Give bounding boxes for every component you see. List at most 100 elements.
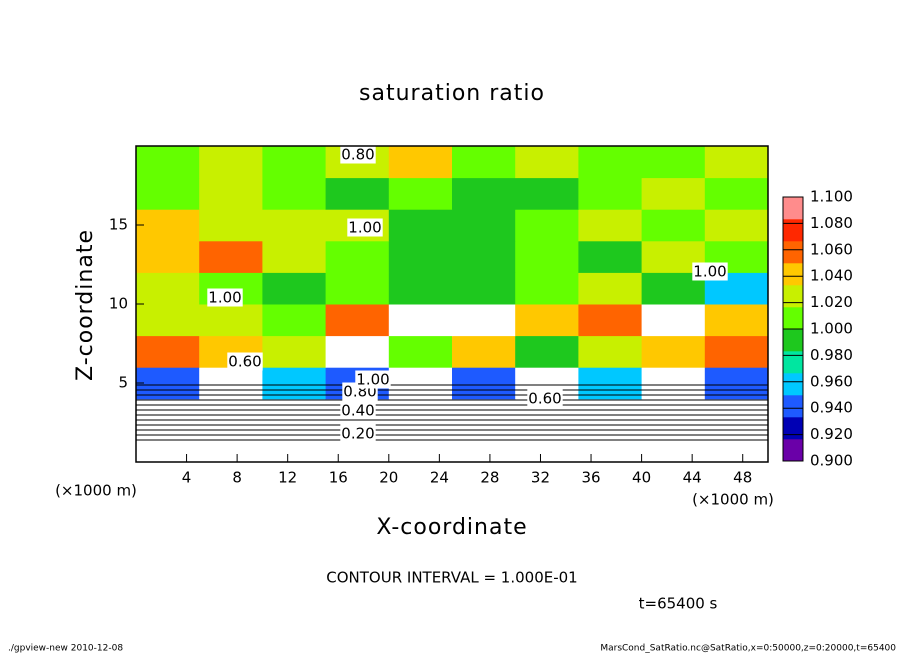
colorbar-bin xyxy=(783,219,803,242)
heat-cell xyxy=(199,367,263,400)
contour-label: 0.60 xyxy=(228,353,261,371)
x-tick-label: 32 xyxy=(531,469,550,487)
contour-label-bg xyxy=(355,370,391,389)
heat-cell xyxy=(388,304,453,337)
x-tick-label: 40 xyxy=(632,469,651,487)
heat-cell xyxy=(452,272,516,305)
colorbar-bin xyxy=(783,395,803,418)
contour-label-bg xyxy=(227,352,263,371)
contour-label: 0.20 xyxy=(341,425,374,443)
heat-cell xyxy=(452,367,516,400)
heat-cell xyxy=(704,304,769,337)
heat-cell xyxy=(578,146,643,179)
heat-cell xyxy=(641,209,706,242)
heat-cell xyxy=(262,335,327,368)
heat-cell xyxy=(452,177,516,210)
contour-label-bg xyxy=(527,389,563,408)
heat-cell xyxy=(452,240,516,273)
colorbar-bin xyxy=(783,439,803,462)
x-axis-label: X-coordinate xyxy=(376,515,527,540)
contour-label: 1.00 xyxy=(348,219,381,237)
colorbar-bin xyxy=(783,241,803,264)
colorbar-tick-label: 0.960 xyxy=(810,372,853,390)
heat-cell xyxy=(262,272,327,305)
heat-cell xyxy=(262,146,327,179)
heat-cell xyxy=(136,209,200,242)
heat-cell xyxy=(578,304,643,337)
heat-cell xyxy=(136,240,200,273)
colorbar-bin xyxy=(783,263,803,286)
x-tick-label: 20 xyxy=(379,469,398,487)
heat-cell xyxy=(452,335,516,368)
heat-cell xyxy=(199,430,263,463)
heat-cell xyxy=(515,335,579,368)
heat-cell xyxy=(262,209,327,242)
colorbar-tick-label: 1.000 xyxy=(810,320,853,338)
heat-cell xyxy=(515,146,579,179)
heat-cell xyxy=(704,146,769,179)
heat-cell xyxy=(388,240,453,273)
contour-label-bg xyxy=(340,424,376,443)
heat-cell xyxy=(641,430,706,463)
heat-cell xyxy=(578,177,643,210)
heat-cell xyxy=(704,177,769,210)
heat-cell xyxy=(325,304,390,337)
heat-cell xyxy=(136,177,200,210)
colorbar-tick-label: 0.980 xyxy=(810,346,853,364)
heat-cell xyxy=(452,304,516,337)
heat-cell xyxy=(325,335,390,368)
y-tick-label: 15 xyxy=(109,216,128,234)
colorbar-tick-label: 0.900 xyxy=(810,452,853,470)
heat-cell xyxy=(641,335,706,368)
colorbar-tick-label: 1.080 xyxy=(810,214,853,232)
heat-cell xyxy=(136,335,200,368)
footer-left: ./gpview-new 2010-12-08 xyxy=(8,644,123,654)
colorbar-bin xyxy=(783,285,803,308)
x-tick-label: 28 xyxy=(480,469,499,487)
contour-label-bg xyxy=(347,218,383,237)
heat-cell xyxy=(515,209,579,242)
contour-label-bg xyxy=(340,145,376,164)
y-unit: (×1000 m) xyxy=(55,482,137,500)
x-tick-label: 24 xyxy=(430,469,449,487)
colorbar-tick-label: 1.040 xyxy=(810,267,853,285)
contour-label: 1.00 xyxy=(356,371,389,389)
heat-cell xyxy=(388,146,453,179)
heat-cell xyxy=(262,177,327,210)
heat-cell xyxy=(325,177,390,210)
heat-cell xyxy=(262,304,327,337)
x-tick-label: 8 xyxy=(232,469,242,487)
y-tick-label: 10 xyxy=(109,295,128,313)
heat-cell xyxy=(199,304,263,337)
heat-cell xyxy=(388,367,453,400)
heat-cell xyxy=(325,272,390,305)
y-axis-label: Z-coordinate xyxy=(73,229,98,381)
heat-cell xyxy=(388,335,453,368)
heat-cell xyxy=(578,209,643,242)
heat-cell xyxy=(388,209,453,242)
heat-cell xyxy=(704,430,769,463)
x-tick-label: 48 xyxy=(733,469,752,487)
x-tick-label: 12 xyxy=(278,469,297,487)
contour-label: 1.00 xyxy=(693,263,726,281)
colorbar-bin xyxy=(783,417,803,440)
heat-cell xyxy=(199,146,263,179)
heat-cell xyxy=(641,304,706,337)
heat-cell xyxy=(136,430,200,463)
x-unit: (×1000 m) xyxy=(692,491,774,509)
heat-cell xyxy=(704,335,769,368)
colorbar-bin xyxy=(783,373,803,396)
heat-cell xyxy=(515,430,579,463)
colorbar-bin xyxy=(783,197,803,220)
contour-label-bg xyxy=(207,288,243,307)
contour-interval: CONTOUR INTERVAL = 1.000E-01 xyxy=(326,569,577,587)
heat-cell xyxy=(262,430,327,463)
colorbar-tick-label: 1.020 xyxy=(810,293,853,311)
footer-right: MarsCond_SatRatio.nc@SatRatio,x=0:50000,… xyxy=(600,644,896,654)
heat-cell xyxy=(515,304,579,337)
heat-cell xyxy=(325,240,390,273)
colorbar-tick-label: 1.060 xyxy=(810,240,853,258)
heat-cell xyxy=(452,430,516,463)
heat-cell xyxy=(136,272,200,305)
